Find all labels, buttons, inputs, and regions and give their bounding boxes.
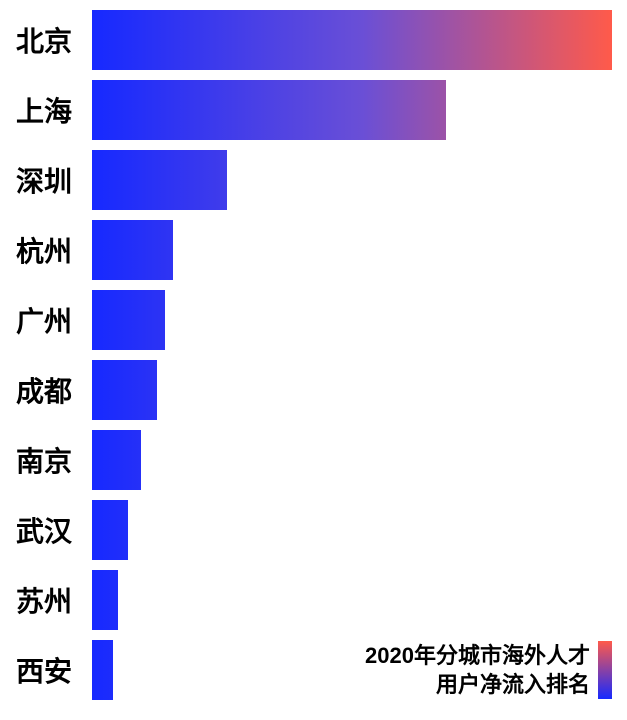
y-axis-label: 深圳	[0, 160, 92, 200]
bar	[92, 640, 113, 700]
bar-row: 深圳	[0, 150, 627, 210]
bar-track	[92, 500, 627, 560]
bar-track	[92, 430, 627, 490]
bar-row: 广州	[0, 290, 627, 350]
bar-row: 苏州	[0, 570, 627, 630]
bar-row: 成都	[0, 360, 627, 420]
bar	[92, 80, 446, 140]
bar-track	[92, 360, 627, 420]
bar	[92, 220, 173, 280]
bar	[92, 430, 141, 490]
bar-row: 北京	[0, 10, 627, 70]
y-axis-label: 武汉	[0, 510, 92, 550]
bar-track	[92, 150, 627, 210]
bar-track	[92, 640, 627, 700]
bar-row: 南京	[0, 430, 627, 490]
bar-row: 武汉	[0, 500, 627, 560]
bar	[92, 570, 118, 630]
talent-inflow-bar-chart: 2020年分城市海外人才 用户净流入排名 北京上海深圳杭州广州成都南京武汉苏州西…	[0, 0, 627, 720]
bar-row: 上海	[0, 80, 627, 140]
bar-track	[92, 220, 627, 280]
bar	[92, 360, 157, 420]
y-axis-label: 成都	[0, 370, 92, 410]
y-axis-label: 上海	[0, 90, 92, 130]
bar	[92, 500, 128, 560]
bar-track	[92, 290, 627, 350]
bar-row: 杭州	[0, 220, 627, 280]
y-axis-label: 广州	[0, 300, 92, 340]
y-axis-label: 苏州	[0, 580, 92, 620]
bar	[92, 290, 165, 350]
y-axis-label: 西安	[0, 650, 92, 690]
bar	[92, 150, 227, 210]
bar-track	[92, 80, 627, 140]
bar-row: 西安	[0, 640, 627, 700]
y-axis-label: 杭州	[0, 230, 92, 270]
y-axis-label: 北京	[0, 20, 92, 60]
bar-track	[92, 10, 627, 70]
bar-track	[92, 570, 627, 630]
bar	[92, 10, 612, 70]
y-axis-label: 南京	[0, 440, 92, 480]
